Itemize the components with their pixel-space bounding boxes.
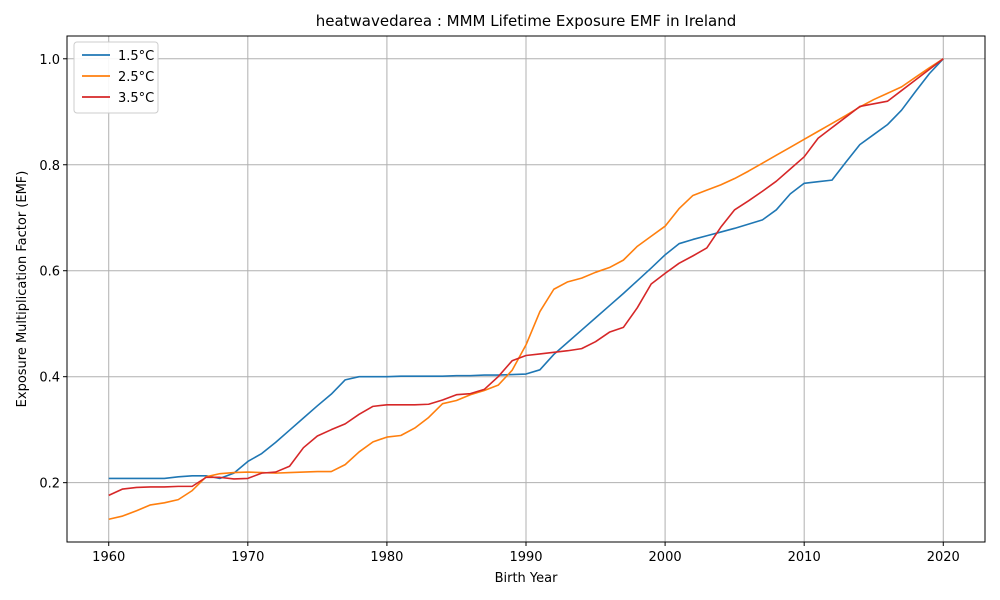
chart-title: heatwavedarea : MMM Lifetime Exposure EM… <box>316 12 737 30</box>
series-line-1 <box>108 58 944 520</box>
x-tick-label: 1980 <box>370 550 403 565</box>
grid <box>67 36 985 542</box>
legend-label-2: 3.5°C <box>118 91 154 106</box>
y-tick-label: 0.6 <box>39 265 60 280</box>
series-line-2 <box>108 58 944 497</box>
x-tick-label: 2000 <box>649 550 682 565</box>
y-tick-label: 0.8 <box>39 159 60 174</box>
x-tick-label: 1970 <box>231 550 264 565</box>
y-tick-label: 0.4 <box>39 371 60 386</box>
x-axis-label: Birth Year <box>495 571 559 586</box>
x-tick-label: 1990 <box>509 550 542 565</box>
legend: 1.5°C 2.5°C 3.5°C <box>73 41 159 114</box>
x-tick-label: 1960 <box>92 550 125 565</box>
x-tick-label: 2020 <box>927 550 960 565</box>
legend-box <box>73 41 159 114</box>
legend-label-0: 1.5°C <box>118 49 154 64</box>
series-line-0 <box>108 58 944 480</box>
legend-label-1: 2.5°C <box>118 70 154 85</box>
x-tick-label: 2010 <box>788 550 821 565</box>
y-axis-label: Exposure Multiplication Factor (EMF) <box>15 171 30 408</box>
axis-ticks: 1960 1970 1980 1990 2000 2010 2020 0.2 0.4 0.6 0.8… <box>39 53 960 565</box>
series-lines <box>108 58 944 520</box>
y-tick-label: 0.2 <box>39 477 60 492</box>
y-tick-label: 1.0 <box>39 53 60 68</box>
